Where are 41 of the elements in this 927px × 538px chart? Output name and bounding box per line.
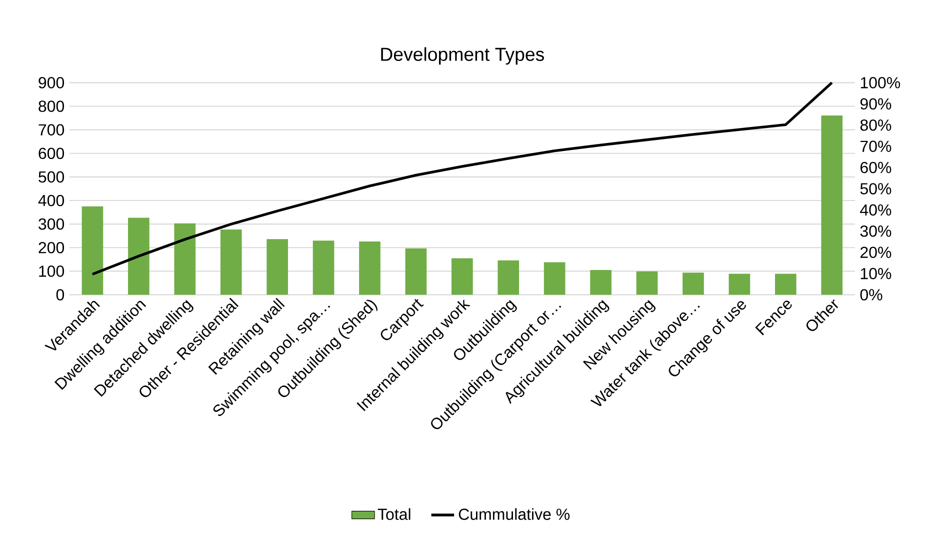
bar (82, 206, 104, 295)
y-tick-label: 600 (38, 148, 64, 160)
bar (359, 242, 380, 295)
y2-tick-label: 50% (860, 183, 892, 195)
bar (174, 224, 196, 295)
legend-label: Total (378, 508, 410, 520)
y-tick-label: 0 (56, 289, 64, 301)
y2-tick-label: 90% (860, 98, 892, 110)
y2-tick-label: 100% (860, 77, 900, 89)
bar (728, 274, 750, 295)
bar (774, 274, 796, 295)
bar (128, 218, 150, 295)
y2-tick-label: 30% (860, 226, 892, 238)
bar (636, 272, 658, 295)
y-tick-label: 800 (38, 100, 64, 112)
y-tick-label: 300 (38, 218, 64, 230)
bar (544, 262, 566, 295)
legend-label: Cummulative % (458, 508, 570, 520)
y-tick-label: 900 (38, 77, 64, 89)
chart-title: Development Types (381, 47, 544, 65)
bar (498, 260, 520, 295)
y2-tick-label: 20% (860, 246, 892, 258)
y-tick-label: 700 (38, 124, 64, 136)
y2-tick-label: 10% (860, 268, 892, 280)
y2-tick-label: 60% (860, 162, 892, 174)
y-tick-label: 200 (38, 242, 64, 254)
y2-tick-label: 40% (860, 204, 892, 216)
bar (266, 239, 288, 295)
bar (821, 116, 843, 295)
bar (682, 272, 704, 295)
bar (220, 230, 242, 295)
y-tick-label: 100 (39, 266, 64, 278)
y2-tick-label: 0% (860, 289, 882, 301)
bar (405, 248, 427, 295)
y2-tick-label: 70% (860, 140, 892, 152)
bar (312, 240, 334, 295)
y-tick-label: 400 (38, 195, 64, 206)
y2-tick-label: 80% (860, 120, 892, 131)
bar (452, 258, 473, 295)
bar (590, 270, 612, 295)
y-tick-label: 500 (38, 172, 64, 183)
